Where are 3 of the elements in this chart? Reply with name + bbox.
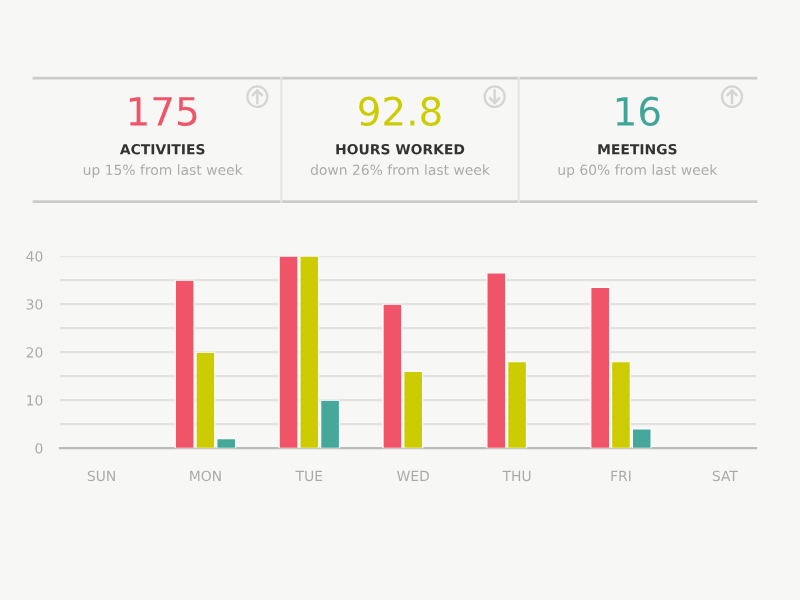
- text: 16: [616, 96, 660, 127]
- text: 92.8: [359, 96, 441, 127]
- text: 175: [129, 97, 197, 127]
